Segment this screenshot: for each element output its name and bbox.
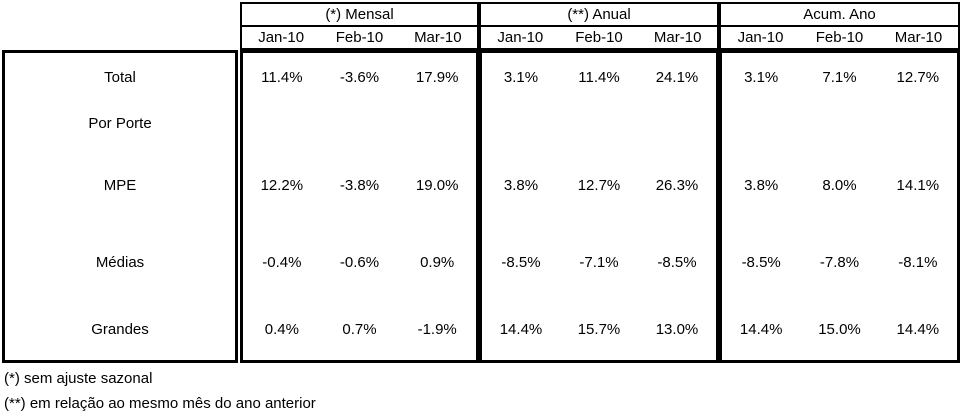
column-header: Mar-10 [414,29,462,46]
value-cell: -7.1% [579,254,619,272]
value-cell: 14.1% [896,177,940,195]
value-cell: -8.1% [898,254,938,272]
column-header: Jan-10 [737,29,784,46]
value-cell: 12.7% [896,69,940,87]
table-row [722,102,957,145]
column-header: Feb-10 [815,29,864,46]
section-header-acum-ano: Acum. Ano Jan-10 Feb-10 Mar-10 [719,2,960,50]
value-cell: -0.4% [262,254,302,272]
section-header-mensal: (*) Mensal Jan-10 Feb-10 Mar-10 [240,2,479,50]
month-header-row: Jan-10 Feb-10 Mar-10 [721,27,958,48]
table-row: 14.4% 15.0% 14.4% [722,299,957,360]
footnotes: (*) sem ajuste sazonal (**) em relação a… [4,366,316,415]
table-row: 3.8% 8.0% 14.1% [722,146,957,227]
section-body-acum-ano: 3.1% 7.1% 12.7% 3.8% 8.0% 14.1% -8.5% -7… [719,50,960,363]
month-header-row: Jan-10 Feb-10 Mar-10 [481,27,717,48]
table-row: -0.4% -0.6% 0.9% [243,226,476,299]
column-header: Mar-10 [653,29,702,46]
value-cell: 3.1% [503,69,539,87]
row-label-column: Total Por Porte MPE Médias Grandes [2,50,238,363]
section-header-anual: (**) Anual Jan-10 Feb-10 Mar-10 [479,2,719,50]
value-cell: -1.9% [417,321,457,338]
row-label-grandes: Grandes [91,321,149,338]
value-cell: 3.1% [744,69,779,87]
footnote-seasonal-adjustment: (*) sem ajuste sazonal [4,370,153,387]
value-cell: -7.8% [819,254,860,272]
column-header: Feb-10 [575,29,623,46]
value-cell: 14.4% [739,321,783,338]
column-header: Jan-10 [258,29,305,46]
value-cell: 3.8% [503,177,539,195]
value-cell: 12.7% [577,177,621,195]
value-cell: 17.9% [415,69,459,87]
footnote-year-over-year: (**) em relação ao mesmo mês do ano ante… [4,395,316,412]
row-label-total: Total [104,69,136,87]
section-title-mensal: (*) Mensal [242,4,477,27]
value-cell: -3.6% [339,69,380,87]
value-cell [722,102,800,145]
value-cell: 15.0% [818,321,861,338]
value-cell: 14.4% [896,321,940,338]
value-cell: 15.7% [577,321,621,338]
value-cell: -8.5% [501,254,541,272]
value-cell [482,102,560,145]
value-cell: -8.5% [657,254,697,272]
table-row [482,102,716,145]
table-row: 11.4% -3.6% 17.9% [243,53,476,102]
value-cell: 7.1% [822,69,857,87]
value-cell [321,102,399,145]
value-cell: 8.0% [822,177,857,195]
value-cell: 0.9% [420,254,455,272]
table-row: -8.5% -7.8% -8.1% [722,226,957,299]
value-cell: 11.4% [261,69,303,87]
value-cell [243,102,321,145]
value-cell [398,102,476,145]
section-title-anual: (**) Anual [481,4,717,27]
table-row: -8.5% -7.1% -8.5% [482,226,716,299]
section-title-acum-ano: Acum. Ano [721,4,958,27]
value-cell: 3.8% [744,177,779,195]
section-body-anual: 3.1% 11.4% 24.1% 3.8% 12.7% 26.3% -8.5% … [479,50,719,363]
column-header: Jan-10 [497,29,544,46]
table-row: 0.4% 0.7% -1.9% [243,299,476,360]
value-cell [560,102,638,145]
table-row: 14.4% 15.7% 13.0% [482,299,716,360]
row-label-medias: Médias [95,254,145,272]
value-cell: 0.7% [342,321,377,338]
table-row: 12.2% -3.8% 19.0% [243,146,476,227]
value-cell: 24.1% [655,69,699,87]
value-cell [879,102,957,145]
value-cell: -0.6% [339,254,380,272]
value-cell: -8.5% [741,254,781,272]
value-cell: 26.3% [655,177,699,195]
month-header-row: Jan-10 Feb-10 Mar-10 [242,27,477,48]
value-cell [638,102,716,145]
value-cell: 19.0% [415,177,459,195]
value-cell: -3.8% [339,177,380,195]
row-label-mpe: MPE [103,177,137,195]
value-cell: 0.4% [264,321,299,338]
column-header: Feb-10 [335,29,384,46]
value-cell [800,102,878,145]
table-row: 3.1% 11.4% 24.1% [482,53,716,102]
section-body-mensal: 11.4% -3.6% 17.9% 12.2% -3.8% 19.0% -0.4… [240,50,479,363]
value-cell: 13.0% [655,321,699,338]
table-row [243,102,476,145]
value-cell: 11.4% [578,69,620,87]
value-cell: 12.2% [260,177,304,195]
row-label-por-porte: Por Porte [88,115,152,133]
table-row: 3.1% 7.1% 12.7% [722,53,957,102]
table-row: 3.8% 12.7% 26.3% [482,146,716,227]
column-header: Mar-10 [894,29,943,46]
value-cell: 14.4% [499,321,543,338]
